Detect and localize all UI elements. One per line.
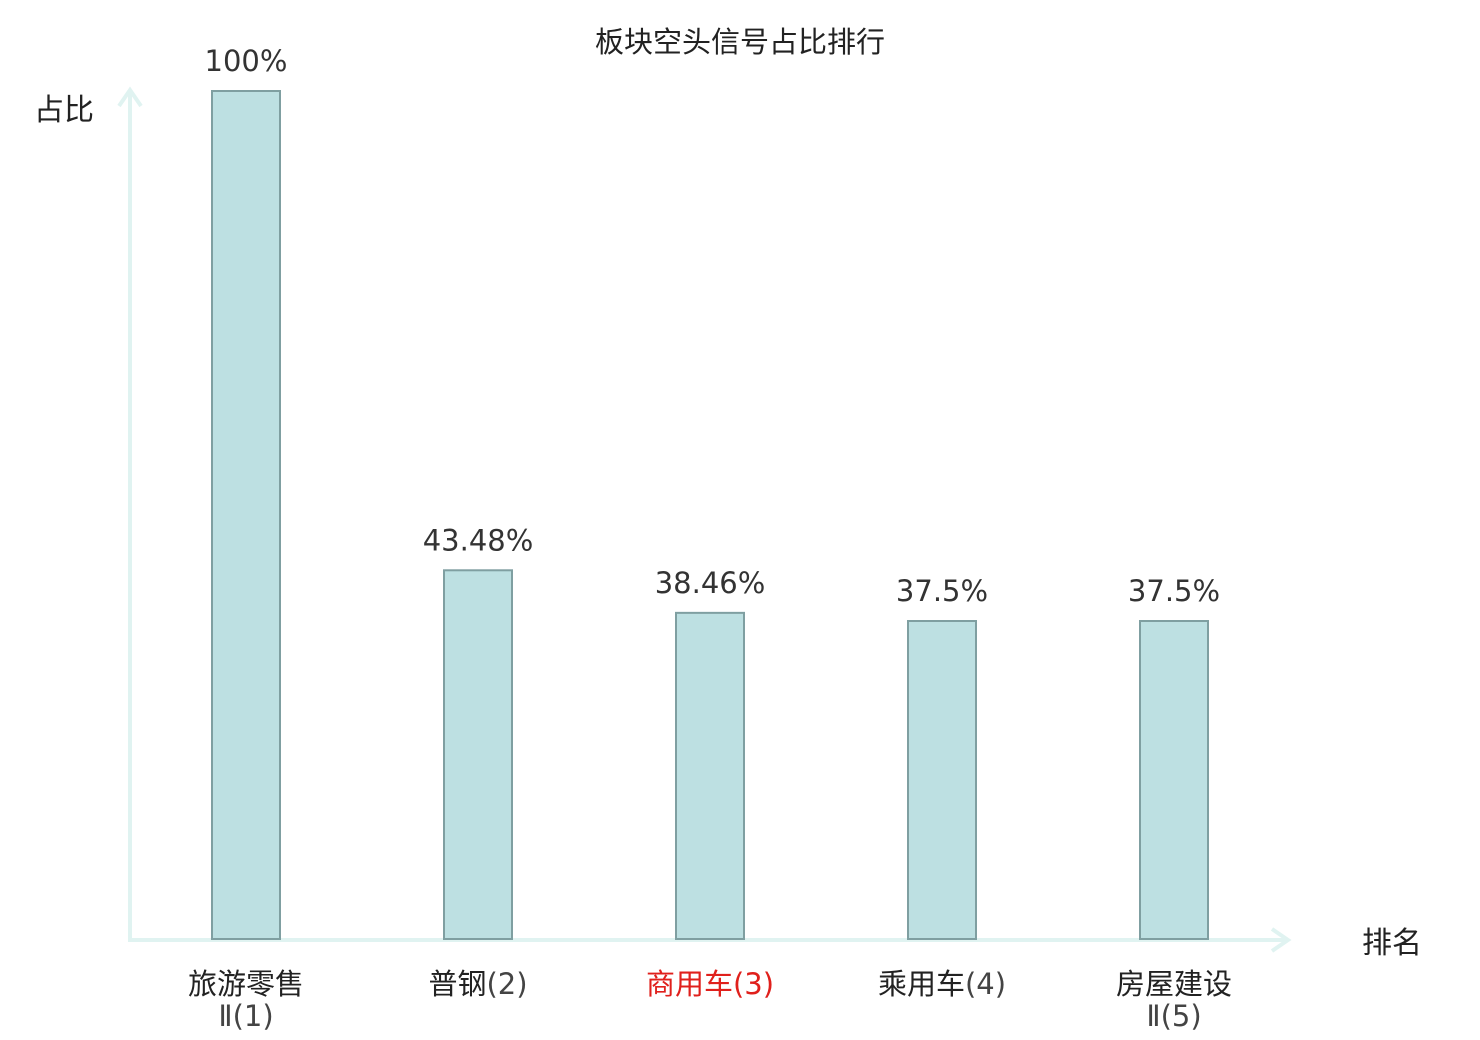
category-label-5: 房屋建设 Ⅱ(5): [1116, 967, 1232, 1033]
category-label-group: 旅游零售 Ⅱ(1) 普钢(2) 商用车(3) 乘用车(4) 房屋建设 Ⅱ(5): [188, 967, 1232, 1033]
y-axis-label: 占比: [34, 93, 94, 128]
value-label-5: 37.5%: [1128, 574, 1220, 608]
bar-3: [675, 611, 745, 940]
category-label-3: 商用车(3): [646, 967, 774, 1001]
bar-2: [443, 569, 513, 940]
x-axis: [128, 927, 1292, 953]
category-label-4: 乘用车(4): [878, 967, 1006, 1001]
value-label-group: 100% 43.48% 38.46% 37.5% 37.5%: [205, 44, 1221, 608]
bar-4: [907, 620, 977, 940]
value-label-2: 43.48%: [423, 523, 534, 557]
category-label-1: 旅游零售 Ⅱ(1): [188, 967, 304, 1033]
x-axis-label: 排名: [1362, 926, 1422, 961]
y-axis: [117, 86, 143, 940]
bar-5: [1139, 620, 1209, 940]
value-label-3: 38.46%: [655, 566, 766, 600]
bar-1: [211, 90, 281, 940]
value-label-4: 37.5%: [896, 574, 988, 608]
category-label-2: 普钢(2): [428, 967, 527, 1001]
bar-group: [211, 90, 1209, 940]
value-label-1: 100%: [205, 44, 288, 78]
chart-title: 板块空头信号占比排行: [595, 25, 885, 59]
